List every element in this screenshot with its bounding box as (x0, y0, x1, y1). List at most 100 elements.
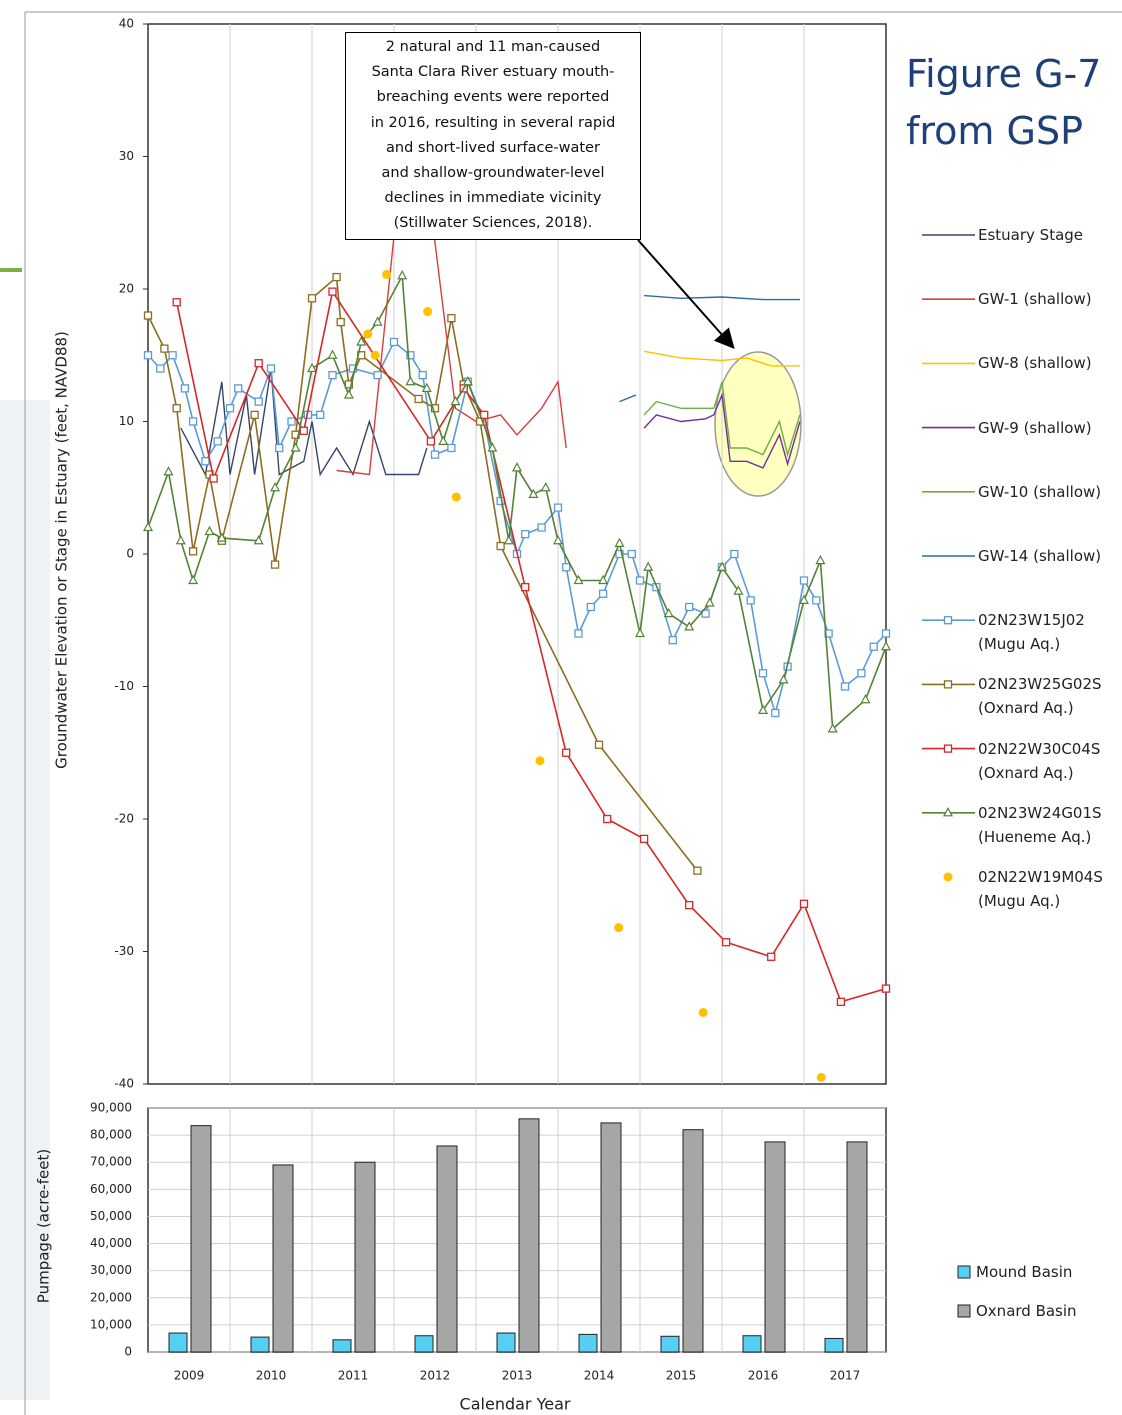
point (234, 384, 243, 393)
x-axis-label: Calendar Year (460, 1395, 571, 1414)
point (430, 450, 440, 459)
point (857, 669, 866, 678)
point (421, 382, 432, 392)
point (586, 602, 595, 612)
point (615, 549, 624, 559)
y-tick-label: 30,000 (90, 1263, 132, 1277)
point (881, 984, 891, 993)
point (836, 997, 846, 1006)
x-tick-label: 2017 (830, 1369, 861, 1383)
arrow (637, 239, 735, 349)
point (943, 680, 953, 689)
x-tick-label: 2009 (174, 1369, 205, 1383)
point (746, 596, 755, 605)
point (438, 435, 449, 445)
point (767, 952, 776, 961)
annotation: 2 natural and 11 man-caused Santa Clara R… (345, 32, 641, 240)
point (275, 443, 284, 453)
y-axis-label: Pumpage (acre-feet) (35, 1149, 53, 1303)
point (406, 351, 415, 360)
point (574, 629, 583, 638)
point (816, 1072, 826, 1082)
point (721, 938, 731, 947)
y-tick-label: 90,000 (90, 1101, 132, 1115)
series-line (643, 392, 801, 469)
annotation-line: declines in immediate vicinity (384, 190, 602, 207)
point (614, 923, 624, 933)
annotation-line: (Stillwater Sciences, 2018). (393, 215, 593, 232)
point (172, 298, 181, 307)
point (717, 561, 727, 571)
point (704, 597, 715, 607)
legend-label: 02N22W30C04S (Oxnard Aq.) (978, 739, 1101, 782)
bar (190, 1125, 212, 1353)
point (614, 537, 625, 548)
annotation-line: breaching events were reported (376, 89, 610, 106)
bar (742, 1335, 762, 1353)
y-tick-label: 30 (119, 149, 134, 163)
point (372, 316, 383, 326)
bar (600, 1122, 622, 1353)
point (812, 596, 821, 605)
point (307, 294, 317, 303)
bar (272, 1164, 294, 1353)
bar (682, 1129, 704, 1353)
point (373, 370, 382, 380)
point (327, 349, 338, 359)
bar (660, 1335, 680, 1353)
point (332, 272, 341, 282)
point (840, 682, 850, 691)
point (869, 642, 878, 651)
point (370, 350, 380, 360)
legend-label: 02N23W24G01S (Hueneme Aq.) (978, 803, 1102, 846)
legend-swatch (957, 1304, 971, 1318)
y-tick-label: 80,000 (90, 1128, 132, 1142)
point (598, 574, 609, 585)
bar (250, 1336, 270, 1353)
point (758, 704, 768, 714)
point (512, 462, 522, 472)
y-tick-label: -40 (114, 1077, 134, 1091)
point (827, 723, 838, 733)
x-tick-label: 2010 (256, 1369, 287, 1383)
x-tick-label: 2016 (748, 1369, 779, 1383)
figure-title: Figure G-7 from GSP (906, 52, 1102, 153)
y-tick-label: 10,000 (90, 1317, 132, 1331)
y-tick-label: 20,000 (90, 1290, 132, 1304)
y-tick-label: 20 (119, 282, 134, 296)
y-tick-label: 0 (124, 1345, 132, 1359)
bar (824, 1337, 844, 1353)
point (603, 814, 612, 824)
point (643, 561, 654, 571)
y-tick-label: 0 (126, 547, 134, 561)
bar (354, 1161, 376, 1353)
x-tick-label: 2012 (420, 1369, 451, 1383)
legend-label: GW-10 (shallow) (978, 482, 1102, 501)
bar (846, 1141, 868, 1353)
y-tick-label: 70,000 (90, 1155, 132, 1169)
annotation-line: 2 natural and 11 man-caused (385, 39, 601, 55)
point (270, 560, 280, 569)
plot-area (147, 1107, 887, 1353)
annotation-line: and shallow-groundwater-level (381, 165, 605, 182)
point (799, 594, 809, 604)
point (287, 417, 296, 426)
point (701, 609, 710, 618)
point (328, 287, 337, 296)
y-tick-label: 10 (119, 414, 134, 428)
bar (436, 1145, 458, 1353)
point (188, 417, 198, 426)
point (414, 394, 423, 404)
legend-label: GW-9 (shallow) (978, 418, 1092, 437)
x-tick-label: 2011 (338, 1369, 369, 1383)
point (815, 554, 826, 565)
point (363, 329, 373, 339)
point (771, 708, 780, 718)
point (553, 503, 563, 512)
point (496, 541, 505, 551)
y-tick-label: -30 (114, 944, 134, 958)
point (307, 362, 317, 373)
point (594, 740, 604, 749)
point (487, 442, 498, 452)
